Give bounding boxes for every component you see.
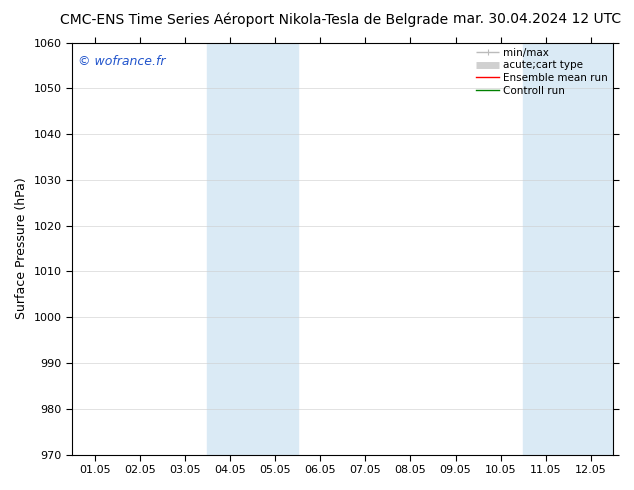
Text: © wofrance.fr: © wofrance.fr — [77, 55, 165, 68]
Bar — [207, 43, 297, 455]
Text: mar. 30.04.2024 12 UTC: mar. 30.04.2024 12 UTC — [453, 12, 621, 26]
Bar — [523, 43, 614, 455]
Text: CMC-ENS Time Series Aéroport Nikola-Tesla de Belgrade: CMC-ENS Time Series Aéroport Nikola-Tesl… — [60, 12, 448, 27]
Y-axis label: Surface Pressure (hPa): Surface Pressure (hPa) — [15, 178, 28, 319]
Legend: min/max, acute;cart type, Ensemble mean run, Controll run: min/max, acute;cart type, Ensemble mean … — [474, 46, 611, 98]
